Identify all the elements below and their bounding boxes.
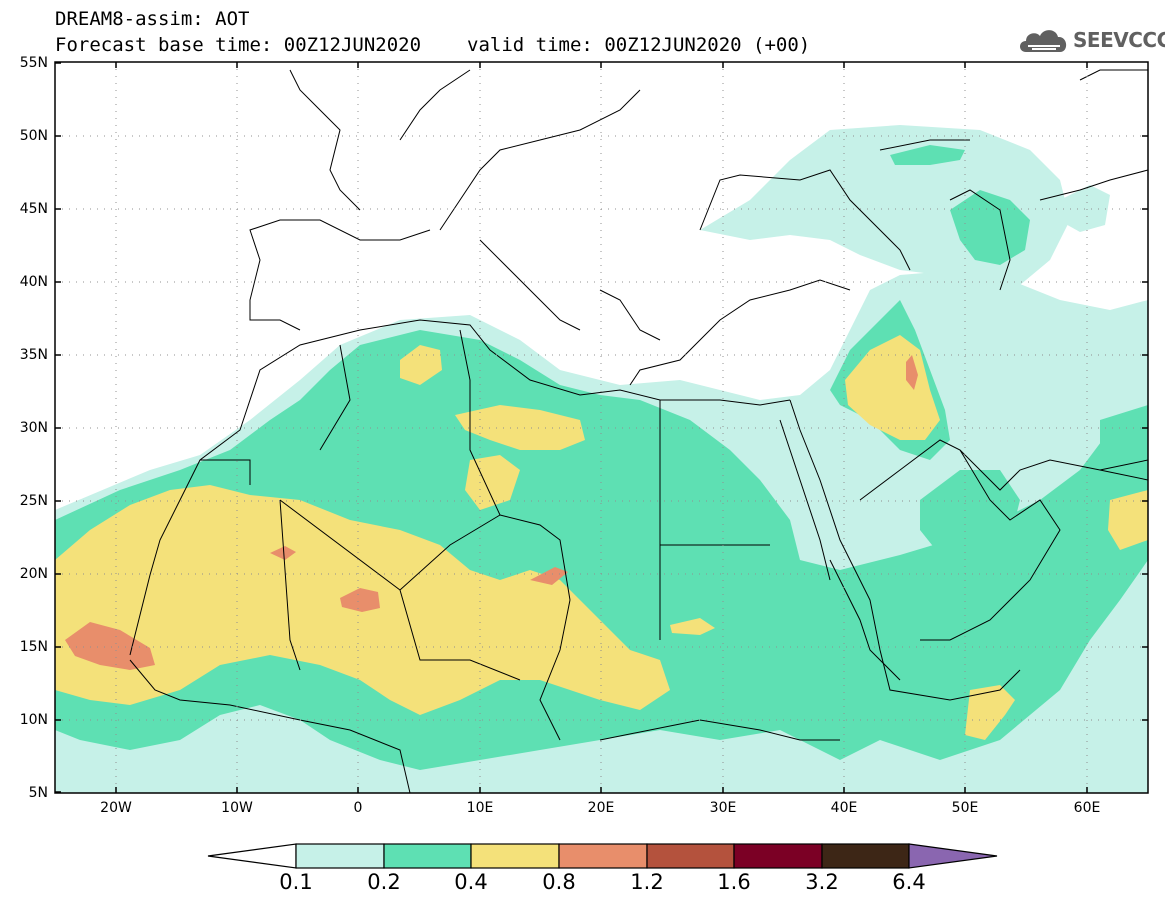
- lon-label: 30E: [709, 800, 737, 816]
- lat-label: 30N: [19, 420, 48, 436]
- lat-label: 55N: [19, 55, 48, 71]
- valid-time-label: valid time: 00Z12JUN2020 (+00): [467, 34, 811, 56]
- forecast-times: Forecast base time: 00Z12JUN2020 valid ti…: [55, 35, 810, 55]
- lat-label: 50N: [19, 128, 48, 144]
- colorbar-label: 1.2: [630, 870, 664, 894]
- colorbar-label: 1.6: [717, 870, 751, 894]
- lon-label: 10W: [221, 800, 253, 816]
- lat-label: 35N: [19, 347, 48, 363]
- colorbar-label: 0.8: [542, 870, 576, 894]
- lon-label: 40E: [830, 800, 858, 816]
- cloud-icon: [1020, 30, 1067, 52]
- lon-label: 20E: [587, 800, 615, 816]
- lon-label: 0: [353, 800, 363, 816]
- graticule: [55, 62, 1148, 793]
- aot-level-0.8: [65, 355, 918, 670]
- colorbar-label: 3.2: [805, 870, 839, 894]
- lon-label: 10E: [466, 800, 494, 816]
- lat-label: 15N: [19, 639, 48, 655]
- map-frame: [54, 61, 1149, 794]
- colorbar-label: 0.2: [367, 870, 401, 894]
- colorbar-label: 0.4: [454, 870, 488, 894]
- lon-label: 20W: [100, 800, 132, 816]
- lat-label: 25N: [19, 493, 48, 509]
- lon-label: 50E: [951, 800, 979, 816]
- map-title: DREAM8-assim: AOT: [55, 8, 250, 30]
- lat-label: 40N: [19, 274, 48, 290]
- lat-label: 45N: [19, 201, 48, 217]
- logo-text: SEEVCCC: [1073, 28, 1165, 52]
- lat-label: 20N: [19, 566, 48, 582]
- seevccc-logo: SEEVCCC: [1016, 22, 1165, 58]
- lon-label: 60E: [1073, 800, 1101, 816]
- aot-field: [55, 69, 1148, 793]
- colorbar-label: 6.4: [892, 870, 926, 894]
- lat-label: 5N: [28, 785, 48, 801]
- base-time-label: Forecast base time: 00Z12JUN2020: [55, 34, 422, 56]
- lat-label: 10N: [19, 712, 48, 728]
- colorbar-label: 0.1: [279, 870, 313, 894]
